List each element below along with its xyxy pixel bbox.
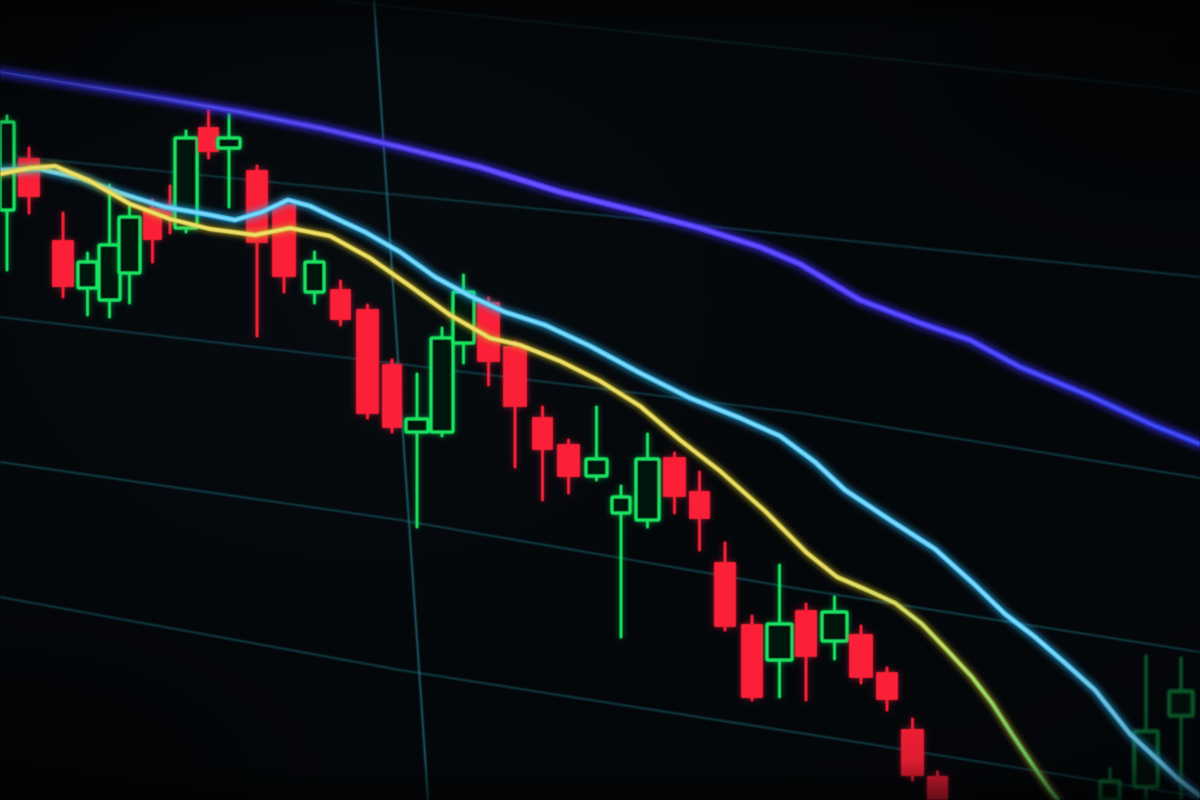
- candle-down: [356, 303, 379, 420]
- candle-down: [330, 279, 351, 327]
- candle-down: [272, 198, 296, 294]
- candle-up: [76, 251, 99, 317]
- candle-body: [795, 610, 817, 657]
- candle-body: [557, 444, 580, 477]
- candle-up: [216, 112, 242, 209]
- ma-fast-yellow-highlight: [0, 165, 1059, 800]
- candle-up: [1132, 654, 1160, 800]
- candle-down: [795, 602, 817, 702]
- candle-body: [216, 136, 242, 150]
- candle-up: [584, 405, 609, 482]
- candle-up: [404, 372, 430, 529]
- candle-up: [820, 595, 849, 661]
- candle-body: [356, 309, 379, 414]
- gridline-horizontal: [329, 0, 1200, 93]
- candle-body: [76, 260, 99, 290]
- candle-up: [610, 484, 632, 639]
- candle-body: [330, 289, 351, 320]
- candle-up: [634, 432, 661, 529]
- candle-body: [663, 457, 686, 497]
- candle-body: [610, 495, 632, 515]
- candle-up: [1098, 767, 1122, 800]
- candle-body: [689, 491, 710, 519]
- ma-fast-yellow-halo: [0, 161, 1063, 800]
- candle-body: [303, 260, 326, 294]
- candle-body: [820, 610, 849, 643]
- candle-body: [765, 622, 794, 662]
- candle-down: [663, 451, 686, 515]
- candle-down: [901, 717, 924, 782]
- candle-body: [849, 634, 873, 678]
- candle-up: [0, 114, 16, 272]
- candle-body: [97, 243, 122, 302]
- candle-body: [198, 127, 219, 152]
- candle-down: [52, 211, 74, 299]
- candle-body: [117, 215, 142, 275]
- candle-body: [272, 204, 296, 277]
- ma-fast-yellow-core: [0, 163, 1061, 800]
- candle-body: [901, 729, 924, 776]
- candle-down: [532, 405, 553, 502]
- candle-down: [689, 470, 710, 552]
- candle-body: [52, 240, 74, 287]
- candle-body: [532, 417, 553, 450]
- candle-body: [404, 417, 430, 434]
- candle-down: [246, 164, 268, 338]
- candle-body: [741, 624, 763, 698]
- candle-body: [1167, 689, 1195, 718]
- candle-down: [849, 624, 873, 685]
- candle-up: [117, 205, 142, 305]
- candle-down: [382, 358, 402, 434]
- ma-fast-yellow-line: [0, 161, 1063, 800]
- candle-body: [714, 562, 736, 627]
- candle-down: [503, 340, 527, 469]
- candle-down: [927, 770, 948, 800]
- candle-body: [876, 672, 898, 700]
- candle-up: [303, 250, 326, 305]
- candle-body: [1098, 779, 1122, 800]
- candle-down: [741, 614, 763, 702]
- candle-down: [714, 541, 736, 632]
- gridline-horizontal: [0, 316, 1200, 479]
- candle-body: [927, 776, 948, 800]
- candle-body: [382, 364, 402, 428]
- candle-up: [97, 183, 122, 319]
- candle-up: [429, 326, 455, 438]
- candle-down: [557, 438, 580, 495]
- candle-body: [429, 336, 455, 434]
- candle-body: [503, 346, 527, 407]
- candle-body: [584, 457, 609, 478]
- candle-down: [876, 666, 898, 712]
- candle-body: [634, 457, 661, 522]
